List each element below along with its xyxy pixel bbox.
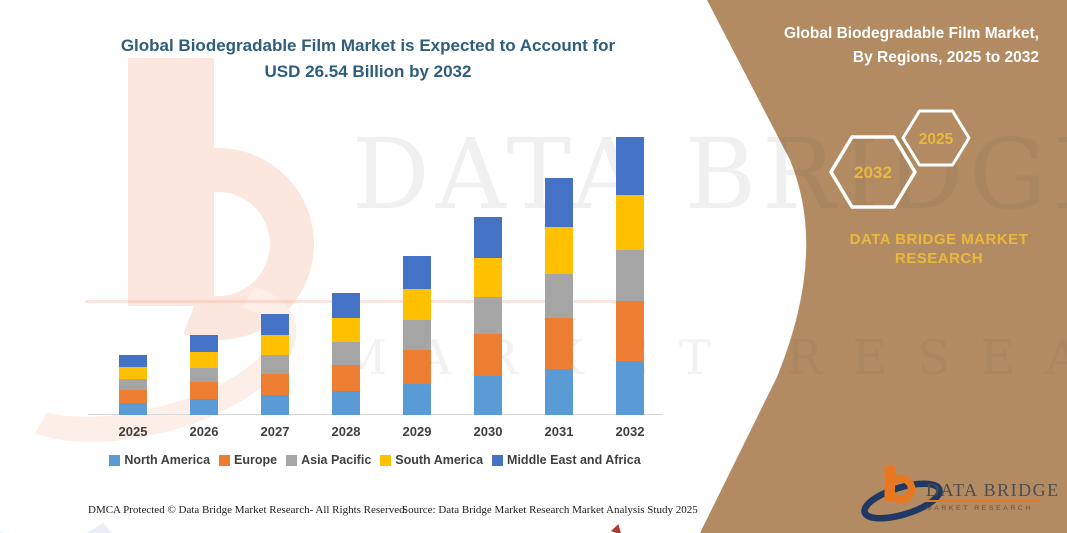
bar-segment-2028-asia-pacific (332, 342, 360, 366)
bar-segment-2031-asia-pacific (545, 273, 573, 318)
bar-segment-2031-south-america (545, 227, 573, 274)
bar-2028 (332, 293, 360, 415)
brand-text-line1: DATA BRIDGE MARKET (849, 231, 1029, 248)
legend-label: Europe (234, 453, 278, 467)
bar-segment-2031-europe (545, 317, 573, 369)
legend-item-asia-pacific: Asia Pacific (286, 453, 371, 467)
bar-segment-2031-north-america (545, 368, 573, 415)
bar-segment-2028-south-america (332, 318, 360, 343)
legend-item-south-america: South America (380, 453, 483, 467)
logo-sub-text: MARKET RESEARCH (926, 505, 1033, 512)
bar-segment-2029-asia-pacific (403, 320, 431, 350)
bar-segment-2032-europe (616, 301, 644, 361)
side-panel-shape (700, 0, 1067, 533)
bar-segment-2027-asia-pacific (261, 355, 289, 374)
legend-swatch-icon (492, 454, 504, 466)
legend-item-north-america: North America (109, 453, 210, 467)
bar-segment-2025-europe (119, 390, 147, 404)
bar-segment-2027-middle-east-and-africa (261, 314, 289, 336)
legend-label: North America (124, 453, 211, 467)
bar-segment-2030-asia-pacific (474, 297, 502, 334)
legend-label: Middle East and Africa (507, 453, 641, 467)
bar-segment-2030-south-america (474, 258, 502, 298)
bar-segment-2029-europe (403, 349, 431, 385)
logo-b-stem-icon (884, 466, 895, 501)
panel-heading: Global Biodegradable Film Market, By Reg… (737, 22, 1039, 70)
bar-2029 (403, 256, 431, 415)
hexagon-2025 (901, 109, 971, 167)
chart-title-line1: Global Biodegradable Film Market is Expe… (120, 36, 616, 55)
bar-segment-2026-north-america (190, 399, 218, 415)
hexagon-2032 (829, 135, 917, 209)
bar-segment-2029-north-america (403, 384, 431, 415)
bar-segment-2026-europe (190, 382, 218, 400)
bar-segment-2032-middle-east-and-africa (616, 137, 644, 195)
bar-segment-2026-asia-pacific (190, 367, 218, 383)
legend-label: South America (395, 453, 484, 467)
bar-segment-2027-europe (261, 373, 289, 396)
bar-segment-2030-europe (474, 333, 502, 377)
logo-name-text: DATA BRIDGE (926, 480, 1060, 500)
x-axis-line (88, 414, 663, 415)
bar-segment-2030-north-america (474, 376, 502, 415)
x-axis-label-2032: 2032 (615, 424, 645, 439)
bar-segment-2025-south-america (119, 367, 147, 380)
chart-title: Global Biodegradable Film Market is Expe… (90, 33, 646, 85)
x-axis-label-2030: 2030 (473, 424, 503, 439)
logo-swoosh-icon (861, 480, 943, 522)
legend-swatch-icon (286, 454, 298, 466)
legend-swatch-icon (380, 454, 392, 466)
legend-swatch-icon (219, 454, 231, 466)
legend-swatch-icon (109, 454, 121, 466)
hexagon-2025-label: 2025 (919, 131, 954, 148)
bar-segment-2025-asia-pacific (119, 379, 147, 391)
bar-2027 (261, 314, 289, 415)
x-axis-label-2028: 2028 (331, 424, 361, 439)
x-axis-label-2026: 2026 (189, 424, 219, 439)
bar-segment-2032-north-america (616, 360, 644, 415)
bar-segment-2028-europe (332, 365, 360, 392)
brand-text: DATA BRIDGE MARKET RESEARCH (830, 230, 1048, 268)
x-axis-label-2027: 2027 (260, 424, 290, 439)
bar-2031 (545, 178, 573, 415)
bar-segment-2029-middle-east-and-africa (403, 256, 431, 289)
footer-dmca-text: DMCA Protected © Data Bridge Market Rese… (88, 504, 408, 516)
brand-text-line2: RESEARCH (894, 250, 984, 267)
x-axis-label-2025: 2025 (118, 424, 148, 439)
bar-2030 (474, 217, 502, 415)
panel-heading-line2: By Regions, 2025 to 2032 (852, 49, 1039, 66)
chart-legend: North America Europe Asia Pacific South Ame… (80, 453, 670, 467)
bar-segment-2027-north-america (261, 395, 289, 415)
bar-segment-2032-south-america (616, 194, 644, 250)
bar-segment-2031-middle-east-and-africa (545, 178, 573, 228)
bar-segment-2025-north-america (119, 403, 147, 415)
bar-2026 (190, 335, 218, 415)
x-axis-label-2029: 2029 (402, 424, 432, 439)
bar-2032 (616, 137, 644, 415)
bar-segment-2026-middle-east-and-africa (190, 335, 218, 352)
legend-label: Asia Pacific (301, 453, 372, 467)
bar-segment-2029-south-america (403, 288, 431, 321)
hexagon-2032-label: 2032 (854, 163, 892, 182)
bar-segment-2026-south-america (190, 351, 218, 368)
bar-segment-2028-middle-east-and-africa (332, 293, 360, 319)
footer-source-text: Source: Data Bridge Market Research Mark… (402, 504, 698, 516)
bar-2025 (119, 355, 147, 415)
x-axis-label-2031: 2031 (544, 424, 574, 439)
chart-title-line2: USD 26.54 Billion by 2032 (264, 62, 472, 81)
bar-segment-2030-middle-east-and-africa (474, 217, 502, 259)
legend-item-middle-east-and-africa: Middle East and Africa (492, 453, 641, 467)
bar-segment-2025-middle-east-and-africa (119, 355, 147, 368)
panel-heading-line1: Global Biodegradable Film Market, (784, 25, 1039, 42)
bar-segment-2027-south-america (261, 335, 289, 356)
logo-underline (926, 500, 1039, 502)
bar-segment-2028-north-america (332, 391, 360, 415)
bar-segment-2032-asia-pacific (616, 249, 644, 302)
legend-item-europe: Europe (219, 453, 277, 467)
